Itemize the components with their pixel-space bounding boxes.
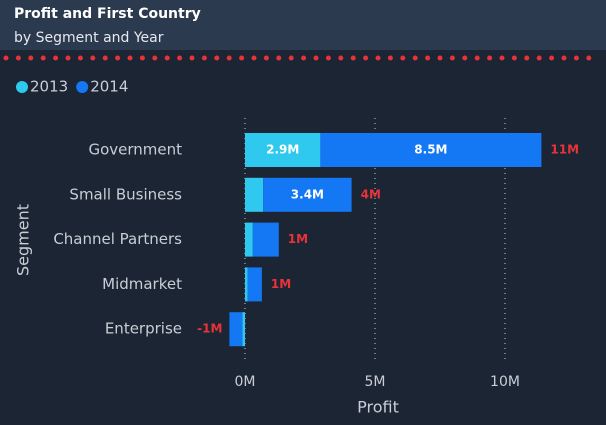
y-tick-label: Enterprise xyxy=(105,320,182,338)
data-label: 2.9M xyxy=(266,143,299,157)
bar-segment xyxy=(242,312,245,347)
header-background xyxy=(0,0,606,50)
x-tick-label: 0M xyxy=(235,374,256,390)
bar-segment xyxy=(252,222,279,257)
legend-marker xyxy=(76,81,89,93)
total-label: 11M xyxy=(550,143,579,157)
bar-segment xyxy=(245,177,264,212)
y-tick-label: Midmarket xyxy=(102,275,182,293)
bar-segment xyxy=(245,133,321,167)
bar-segment xyxy=(245,222,253,257)
chart-title: Profit and First Country xyxy=(14,6,201,22)
bar-segment xyxy=(247,267,262,302)
x-axis-label: Profit xyxy=(357,398,399,417)
bar-segment xyxy=(229,312,243,347)
legend-label: 2014 xyxy=(90,78,128,96)
data-label: 3.4M xyxy=(291,187,324,201)
bar-segment xyxy=(263,177,352,212)
y-tick-label: Channel Partners xyxy=(53,230,182,248)
total-label: 1M xyxy=(271,277,291,291)
bar-segment xyxy=(245,267,248,302)
bar-segment xyxy=(320,133,542,167)
x-tick-label: 10M xyxy=(490,374,520,390)
chart-subtitle: by Segment and Year xyxy=(14,30,164,46)
x-tick-label: 5M xyxy=(365,374,386,390)
y-axis-label: Segment xyxy=(14,204,33,276)
total-label: -1M xyxy=(197,322,222,336)
total-label: 1M xyxy=(288,232,308,246)
total-label: 4M xyxy=(361,187,381,201)
y-tick-label: Small Business xyxy=(69,185,182,203)
legend-label: 2013 xyxy=(30,78,68,96)
data-label: 8.5M xyxy=(414,143,447,157)
legend-marker xyxy=(16,81,28,93)
y-tick-label: Government xyxy=(88,141,182,159)
